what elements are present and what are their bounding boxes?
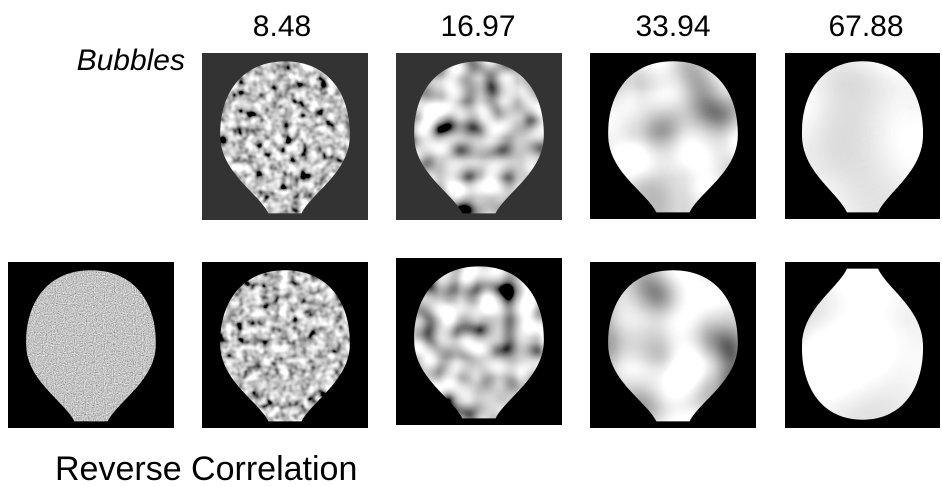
reverse-correlation-panel bbox=[785, 262, 940, 428]
bubbles-panel bbox=[785, 53, 940, 219]
column-label: 16.97 bbox=[440, 10, 515, 43]
reverse-correlation-panel bbox=[590, 262, 756, 428]
reverse-correlation-panel bbox=[396, 258, 562, 425]
bubbles-panel bbox=[396, 53, 562, 220]
reverse-correlation-panel bbox=[202, 262, 368, 428]
bubbles-panel bbox=[590, 53, 756, 219]
bubbles-panel bbox=[202, 53, 368, 220]
column-label: 67.88 bbox=[828, 10, 903, 43]
row-label: Bubbles bbox=[77, 44, 185, 77]
row-label: Reverse Correlation bbox=[55, 450, 357, 487]
noise-panel bbox=[8, 262, 174, 428]
column-label: 33.94 bbox=[635, 10, 710, 43]
column-label: 8.48 bbox=[253, 10, 311, 43]
figure: 8.48 16.97 33.94 67.88 Bubbles Reverse C… bbox=[0, 0, 942, 487]
